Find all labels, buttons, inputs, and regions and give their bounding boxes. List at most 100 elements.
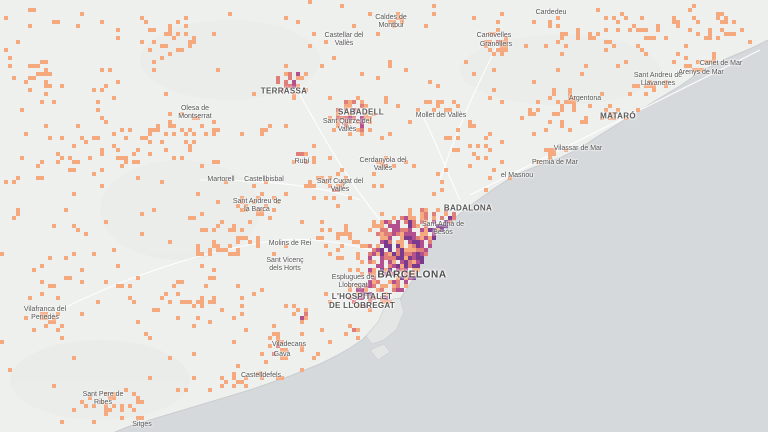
density-cell (380, 252, 384, 256)
density-cell (432, 212, 436, 216)
density-cell (68, 276, 72, 280)
density-cell (448, 108, 452, 112)
density-cell (364, 116, 368, 120)
density-cell (40, 72, 44, 76)
density-cell (104, 404, 108, 408)
density-cell (312, 184, 316, 188)
label-canovelles: Canovelles (476, 32, 512, 39)
density-cell (696, 60, 700, 64)
density-cell (212, 296, 216, 300)
density-cell (564, 32, 568, 36)
density-cell (396, 288, 400, 292)
density-cell (356, 120, 360, 124)
density-cell (388, 232, 392, 236)
density-cell (168, 356, 172, 360)
density-cell (228, 228, 232, 232)
density-cell (56, 20, 60, 24)
density-cell (272, 324, 276, 328)
density-cell (548, 148, 552, 152)
density-cell (56, 312, 60, 316)
density-cell (592, 36, 596, 40)
density-cell (396, 264, 400, 268)
density-cell (312, 32, 316, 36)
density-cell (20, 108, 24, 112)
density-cell (192, 132, 196, 136)
density-cell (316, 176, 320, 180)
density-cell (444, 224, 448, 228)
density-cell (552, 152, 556, 156)
density-cell (364, 304, 368, 308)
density-cell (388, 256, 392, 260)
density-cell (416, 108, 420, 112)
density-cell (324, 40, 328, 44)
density-cell (384, 236, 388, 240)
density-cell (132, 408, 136, 412)
density-cell (120, 156, 124, 160)
density-cell (620, 12, 624, 16)
density-cell (368, 116, 372, 120)
density-cell (496, 40, 500, 44)
density-cell (400, 288, 404, 292)
density-cell (280, 340, 284, 344)
density-cell (284, 244, 288, 248)
density-cell (112, 392, 116, 396)
density-cell (604, 48, 608, 52)
density-cell (636, 84, 640, 88)
density-cell (304, 312, 308, 316)
density-cell (372, 272, 376, 276)
density-cell (284, 356, 288, 360)
density-cell (52, 224, 56, 228)
density-cell (308, 44, 312, 48)
density-cell (244, 208, 248, 212)
density-cell (376, 248, 380, 252)
density-cell (404, 260, 408, 264)
density-cell (24, 132, 28, 136)
density-cell (320, 328, 324, 332)
density-cell (328, 228, 332, 232)
density-cell (624, 116, 628, 120)
density-cell (720, 20, 724, 24)
density-cell (36, 72, 40, 76)
density-cell (404, 264, 408, 268)
density-cell (380, 240, 384, 244)
density-cell (692, 16, 696, 20)
density-cell (404, 160, 408, 164)
density-cell (380, 164, 384, 168)
density-cell (532, 112, 536, 116)
label-premia-de-mar: Premià de Mar (532, 159, 578, 166)
density-cell (128, 284, 132, 288)
density-cell (392, 288, 396, 292)
density-cell (168, 124, 172, 128)
density-cell (400, 268, 404, 272)
density-cell (564, 44, 568, 48)
density-cell (612, 44, 616, 48)
density-cell (196, 252, 200, 256)
density-cell (392, 280, 396, 284)
density-cell (632, 24, 636, 28)
density-cell (708, 28, 712, 32)
density-cell (40, 60, 44, 64)
density-cell (380, 236, 384, 240)
density-cell (300, 316, 304, 320)
density-cell (724, 20, 728, 24)
density-cell (328, 184, 332, 188)
density-cell (424, 212, 428, 216)
density-cell (120, 416, 124, 420)
density-cell (332, 196, 336, 200)
density-cell (416, 256, 420, 260)
density-cell (208, 388, 212, 392)
density-cell (244, 376, 248, 380)
density-cell (392, 164, 396, 168)
density-cell (212, 120, 216, 124)
density-cell (664, 36, 668, 40)
density-cell (304, 72, 308, 76)
density-cell (44, 80, 48, 84)
density-cell (584, 116, 588, 120)
density-cell (260, 372, 264, 376)
density-cell (84, 140, 88, 144)
density-cell (160, 140, 164, 144)
density-cell (408, 252, 412, 256)
density-cell (116, 156, 120, 160)
